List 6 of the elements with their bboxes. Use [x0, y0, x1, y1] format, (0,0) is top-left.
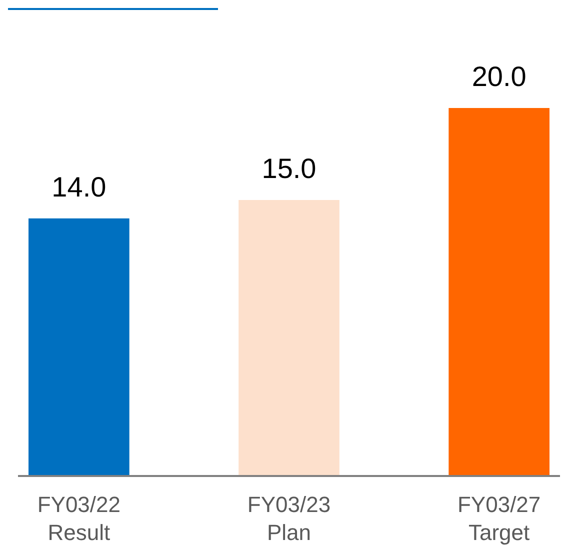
x-tick-label: FY03/22 Result [37, 492, 121, 545]
data-label: 15.0 [262, 153, 316, 184]
data-label: 20.0 [472, 61, 526, 92]
x-tick-label: FY03/23 Plan [247, 492, 331, 545]
data-label: 14.0 [52, 171, 106, 202]
x-tick-label: FY03/27 Target [457, 492, 541, 545]
